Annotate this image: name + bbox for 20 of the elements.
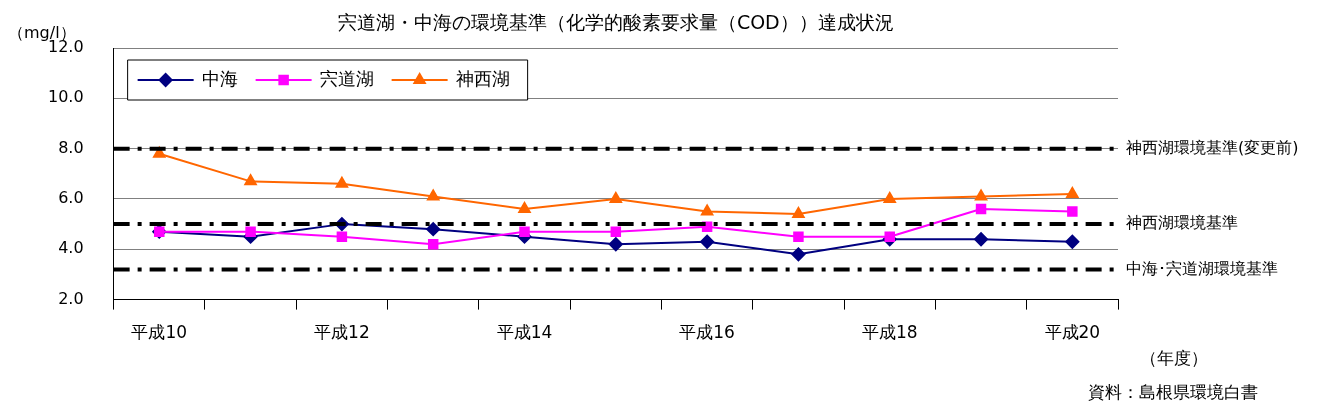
ref-line-label: 神西湖環境基準	[1126, 213, 1238, 233]
x-tick-label: 平成12	[314, 322, 370, 343]
y-tick-label: 4.0	[58, 238, 84, 258]
x-tick-label: 平成20	[1044, 322, 1101, 343]
y-tick-label: 10.0	[48, 87, 84, 107]
y-tick-label: 6.0	[58, 188, 84, 208]
legend-label: 宍道湖	[319, 67, 374, 89]
ref-line-label: 神西湖環境基準(変更前)	[1126, 137, 1299, 157]
x-tick-label: 平成14	[496, 322, 553, 343]
y-tick-label: 8.0	[58, 137, 84, 157]
legend-label: 中海	[201, 67, 238, 89]
text: 資料：島根県環境白書	[1088, 382, 1258, 403]
x-tick-label: 平成16	[679, 322, 735, 343]
x-axis-title: （年度）	[1140, 348, 1208, 369]
chart-title: 宍道湖・中海の環境基準（化学的酸素要求量（COD））達成状況	[337, 10, 894, 33]
legend-label: 神西湖	[455, 67, 510, 89]
y-tick-label: 2.0	[58, 288, 84, 308]
ref-line-label: 中海･宍道湖環境基準	[1126, 258, 1278, 278]
x-tick-label: 平成10	[131, 322, 188, 343]
x-tick-label: 平成18	[861, 322, 918, 343]
